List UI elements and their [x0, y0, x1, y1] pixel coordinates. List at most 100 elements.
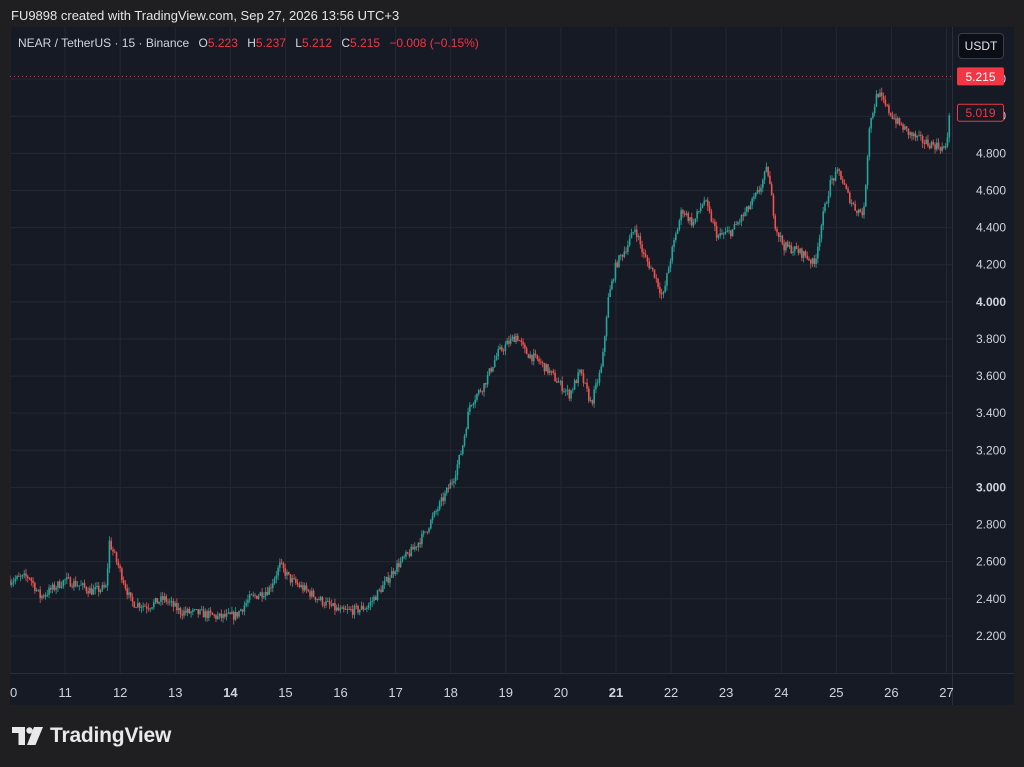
candle-body: [234, 612, 237, 620]
candle-body: [792, 251, 794, 253]
candle-body: [277, 567, 279, 576]
candle-body: [103, 585, 105, 588]
candle-body: [348, 609, 350, 610]
candle-body: [350, 609, 352, 610]
candle-body: [341, 607, 343, 609]
candle-body: [834, 171, 837, 181]
candle-body: [284, 568, 287, 576]
candle-body: [923, 143, 926, 144]
candle-body: [449, 482, 452, 489]
candle-body: [852, 202, 855, 204]
open-label: O: [198, 36, 208, 50]
candle-body: [822, 211, 824, 226]
candle-body: [318, 599, 320, 600]
candle-body: [179, 607, 182, 615]
candle-body: [829, 180, 832, 197]
candle-body: [263, 596, 265, 598]
candle-body: [888, 105, 890, 113]
symbol-legend: NEAR / TetherUS · 15 · Binance O5.223 H5…: [18, 36, 479, 50]
candle-body: [419, 542, 421, 545]
currency-button[interactable]: USDT: [958, 33, 1004, 59]
candle-body: [240, 609, 242, 612]
candle-body: [323, 604, 326, 606]
candle-body: [101, 585, 104, 591]
candle-body: [870, 117, 872, 129]
candle-body: [712, 221, 714, 223]
candle-body: [840, 170, 842, 180]
time-tick-label: 19: [499, 685, 513, 700]
candle-body: [836, 169, 839, 172]
candle-body: [506, 340, 508, 345]
candle-body: [898, 118, 901, 125]
candle-body: [856, 210, 858, 214]
chart-panel[interactable]: 2.200 2.400 2.600 2.800 3.000 3.200 3.400 3.600…: [10, 27, 1014, 705]
candle-body: [861, 211, 864, 216]
candle-body: [156, 598, 159, 604]
candle-body: [721, 233, 723, 235]
price-tick-label: 3.000: [976, 480, 1006, 494]
candle-body: [760, 187, 762, 192]
candle-body: [943, 146, 945, 148]
candle-body: [124, 583, 127, 589]
time-tick-label: 27: [939, 685, 953, 700]
candle-body: [410, 546, 413, 557]
candle-body: [605, 317, 608, 337]
candle-body: [186, 608, 189, 613]
candle-body: [868, 128, 871, 157]
candle-body: [900, 124, 903, 126]
candle-body: [623, 251, 626, 257]
candle-body: [371, 600, 374, 602]
candle-body: [291, 578, 294, 583]
price-chart[interactable]: 2.200 2.400 2.600 2.800 3.000 3.200 3.400 3.600…: [10, 27, 1014, 705]
candle-body: [733, 224, 736, 230]
candle-body: [334, 603, 336, 611]
candle-body: [401, 556, 404, 562]
tradingview-logo[interactable]: TradingView: [12, 724, 171, 748]
candle-body: [808, 258, 810, 261]
candle-body: [781, 235, 784, 244]
candle-body: [89, 588, 91, 594]
candle-body: [772, 195, 775, 216]
candle-body: [305, 585, 308, 590]
candle-body: [293, 578, 295, 580]
candle-body: [522, 341, 524, 345]
candle-body: [497, 349, 500, 357]
candle-body: [730, 230, 732, 237]
candle-body: [213, 614, 215, 616]
candle-body: [153, 602, 155, 608]
candle-body: [218, 613, 221, 616]
candle-body: [499, 347, 501, 350]
candle-body: [914, 133, 917, 138]
candle-body: [417, 542, 420, 548]
candle-body: [701, 204, 704, 208]
high-label: H: [247, 36, 256, 50]
candle-body: [355, 605, 358, 607]
candle-body: [925, 139, 927, 144]
candle-body: [534, 353, 537, 355]
candle-body: [367, 605, 370, 608]
candle-body: [97, 585, 100, 593]
candle-body: [298, 584, 301, 587]
price-axis: 2.200 2.400 2.600 2.800 3.000 3.200 3.400 3.600…: [976, 72, 1006, 643]
candle-body: [126, 588, 128, 595]
candle-body: [145, 606, 148, 609]
candle-body: [339, 608, 342, 611]
candle-body: [650, 267, 652, 269]
candle-body: [948, 115, 951, 138]
time-tick-label: 11: [58, 685, 72, 700]
candle-body: [932, 142, 935, 145]
candle-body: [572, 389, 574, 391]
candle-body: [321, 597, 324, 605]
candle-body: [428, 528, 430, 532]
symbol-info[interactable]: NEAR / TetherUS · 15 · Binance: [18, 36, 190, 50]
candle-body: [154, 598, 157, 603]
candle-body: [163, 596, 166, 601]
candle-body: [342, 607, 345, 610]
candle-body: [719, 233, 722, 236]
candle-body: [167, 601, 169, 603]
candle-body: [509, 338, 512, 344]
candle-body: [845, 184, 848, 189]
candle-body: [195, 609, 198, 610]
candle-body: [635, 229, 638, 238]
candle-body: [859, 209, 862, 212]
